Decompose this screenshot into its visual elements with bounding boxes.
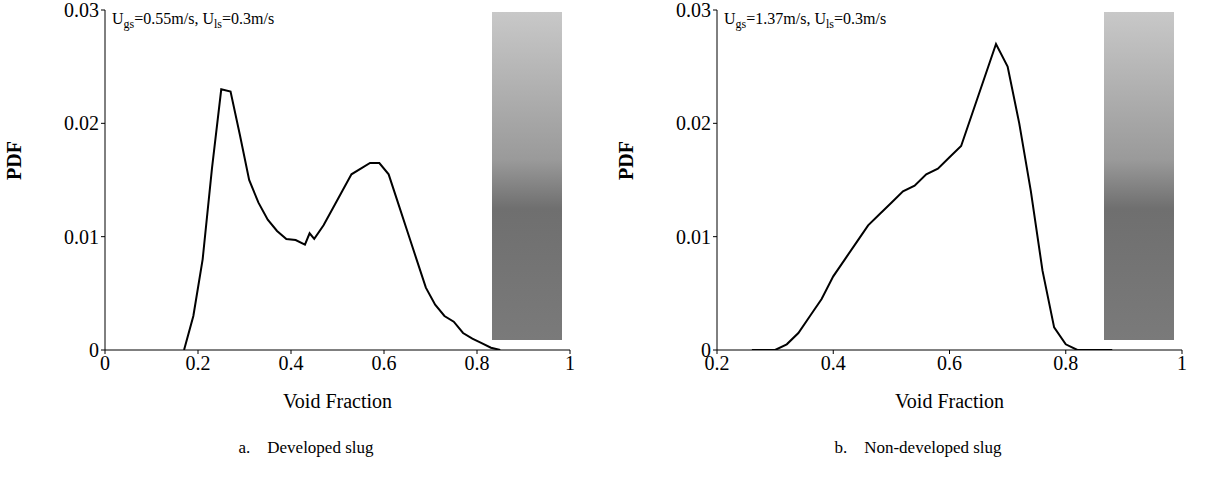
svg-text:0.4: 0.4	[821, 352, 846, 374]
svg-text:0.01: 0.01	[676, 226, 711, 248]
html-text:Ugs= 1.37m/s, Uls= 0.3m/s: Ugs= 1.37m/s, Uls= 0.3m/s	[724, 10, 887, 32]
svg-text:0: 0	[100, 352, 110, 374]
svg-text:0.4: 0.4	[279, 352, 304, 374]
html-text:Ugs= 0.55m/s, Uls= 0.3m/s: Ugs= 0.55m/s, Uls= 0.3m/s	[112, 10, 275, 32]
svg-text:0.03: 0.03	[64, 0, 99, 21]
svg-text:PDF: PDF	[615, 141, 637, 180]
svg-text:0: 0	[89, 339, 99, 361]
svg-text:0.6: 0.6	[937, 352, 962, 374]
svg-text:0.8: 0.8	[1053, 352, 1078, 374]
svg-text:0.02: 0.02	[676, 112, 711, 134]
html-text:b. Non-developed slug: b. Non-developed slug	[834, 438, 1002, 457]
svg-text:0.8: 0.8	[465, 352, 490, 374]
html-text:a. Developed slug: a. Developed slug	[238, 438, 374, 457]
svg-text:Void Fraction: Void Fraction	[283, 390, 392, 412]
svg-text:0: 0	[701, 339, 711, 361]
svg-text:0.2: 0.2	[704, 352, 730, 375]
svg-text:0.01: 0.01	[64, 226, 99, 248]
svg-text:1: 1	[565, 352, 575, 374]
svg-text:0.2: 0.2	[186, 352, 211, 374]
svg-text:1: 1	[1177, 352, 1187, 374]
svg-text:Void Fraction: Void Fraction	[895, 390, 1004, 412]
svg-text:0.03: 0.03	[676, 0, 711, 21]
svg-text:0.02: 0.02	[64, 112, 99, 134]
svg-text:0.6: 0.6	[372, 352, 397, 374]
svg-text:PDF: PDF	[3, 141, 25, 180]
